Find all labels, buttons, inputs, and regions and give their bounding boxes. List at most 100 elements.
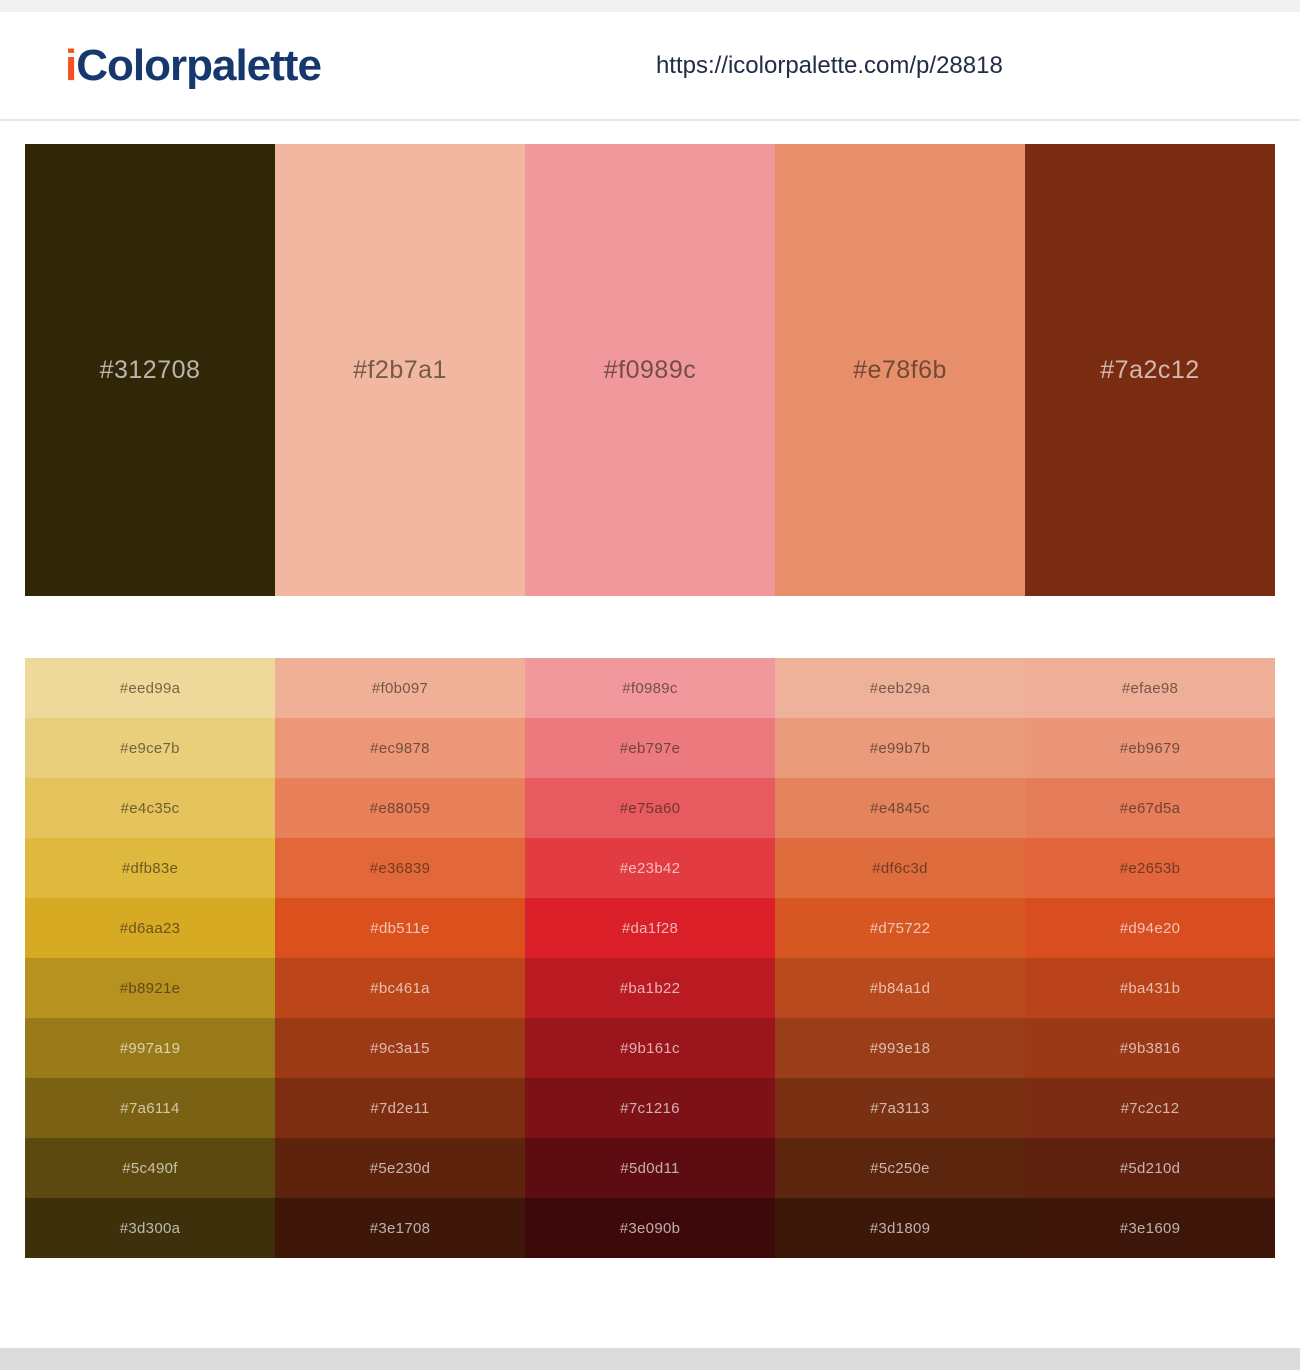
shade-row: #e9ce7b #ec9878 #eb797e #e99b7b #eb9679: [25, 718, 1275, 778]
shade-cell-label: #5c250e: [870, 1159, 930, 1177]
shade-cell[interactable]: #e2653b: [1025, 838, 1275, 898]
shade-cell[interactable]: #7d2e11: [275, 1078, 525, 1138]
main-palette: #312708 #f2b7a1 #f0989c #e78f6b #7a2c12: [25, 144, 1275, 596]
shade-cell[interactable]: #3e1708: [275, 1198, 525, 1258]
shade-cell[interactable]: #e88059: [275, 778, 525, 838]
shade-cell[interactable]: #b8921e: [25, 958, 275, 1018]
header: iColorpalette https://icolorpalette.com/…: [0, 12, 1300, 121]
shade-cell[interactable]: #df6c3d: [775, 838, 1025, 898]
shade-cell[interactable]: #5d0d11: [525, 1138, 775, 1198]
shade-cell[interactable]: #3d300a: [25, 1198, 275, 1258]
shade-cell[interactable]: #9b3816: [1025, 1018, 1275, 1078]
shade-cell-label: #f0989c: [622, 679, 678, 697]
shade-cell[interactable]: #da1f28: [525, 898, 775, 958]
palette-swatch[interactable]: #e78f6b: [775, 144, 1025, 596]
shade-cell[interactable]: #e4845c: [775, 778, 1025, 838]
shade-cell[interactable]: #d75722: [775, 898, 1025, 958]
shade-cell-label: #993e18: [869, 1039, 931, 1057]
shade-cell[interactable]: #efae98: [1025, 658, 1275, 718]
shade-cell-label: #da1f28: [621, 919, 679, 937]
shade-cell[interactable]: #eeb29a: [775, 658, 1025, 718]
shade-cell[interactable]: #e9ce7b: [25, 718, 275, 778]
footer-bar: [0, 1348, 1300, 1370]
shade-cell[interactable]: #d6aa23: [25, 898, 275, 958]
shade-cell[interactable]: #e23b42: [525, 838, 775, 898]
shade-cell[interactable]: #eed99a: [25, 658, 275, 718]
shade-cell[interactable]: #5d210d: [1025, 1138, 1275, 1198]
shade-cell-label: #3d1809: [869, 1219, 931, 1237]
shade-cell[interactable]: #ba431b: [1025, 958, 1275, 1018]
shade-cell-label: #e4845c: [870, 799, 930, 817]
shade-cell[interactable]: #ec9878: [275, 718, 525, 778]
palette-swatch[interactable]: #7a2c12: [1025, 144, 1275, 596]
shade-cell[interactable]: #e67d5a: [1025, 778, 1275, 838]
shade-cell-label: #7a6114: [120, 1099, 180, 1117]
shade-cell[interactable]: #5e230d: [275, 1138, 525, 1198]
shade-cell[interactable]: #3d1809: [775, 1198, 1025, 1258]
shade-cell[interactable]: #993e18: [775, 1018, 1025, 1078]
shade-cell[interactable]: #5c250e: [775, 1138, 1025, 1198]
shade-cell-label: #ba431b: [1119, 979, 1181, 997]
shade-cell[interactable]: #7a6114: [25, 1078, 275, 1138]
shade-cell[interactable]: #f0b097: [275, 658, 525, 718]
shade-cell[interactable]: #e99b7b: [775, 718, 1025, 778]
shade-cell[interactable]: #3e090b: [525, 1198, 775, 1258]
shade-cell[interactable]: #eb9679: [1025, 718, 1275, 778]
shade-cell-label: #e2653b: [1119, 859, 1181, 877]
shade-cell-label: #9c3a15: [370, 1039, 430, 1057]
palette-swatch-label: #f2b7a1: [353, 355, 447, 384]
shade-cell[interactable]: #9b161c: [525, 1018, 775, 1078]
main-content: #312708 #f2b7a1 #f0989c #e78f6b #7a2c12 #eed…: [25, 144, 1275, 1258]
palette-swatch[interactable]: #312708: [25, 144, 275, 596]
shade-cell[interactable]: #7c1216: [525, 1078, 775, 1138]
shade-cell-label: #d94e20: [1119, 919, 1181, 937]
top-strip: [0, 0, 1300, 12]
palette-swatch-label: #e78f6b: [853, 355, 947, 384]
palette-swatch[interactable]: #f0989c: [525, 144, 775, 596]
shade-cell-label: #f0b097: [371, 679, 429, 697]
shade-cell[interactable]: #e75a60: [525, 778, 775, 838]
shade-cell-label: #7c2c12: [1120, 1099, 1180, 1117]
shade-cell[interactable]: #eb797e: [525, 718, 775, 778]
shade-cell-label: #b8921e: [119, 979, 181, 997]
shade-cell[interactable]: #7a3113: [775, 1078, 1025, 1138]
shade-cell[interactable]: #5c490f: [25, 1138, 275, 1198]
shade-cell-label: #db511e: [370, 919, 430, 937]
shade-cell-label: #5e230d: [369, 1159, 431, 1177]
shade-cell[interactable]: #dfb83e: [25, 838, 275, 898]
shade-cell[interactable]: #ba1b22: [525, 958, 775, 1018]
shade-row: #3d300a #3e1708 #3e090b #3d1809 #3e1609: [25, 1198, 1275, 1258]
shade-cell-label: #3e090b: [619, 1219, 681, 1237]
shade-cell-label: #df6c3d: [872, 859, 928, 877]
shade-cell[interactable]: #e36839: [275, 838, 525, 898]
shade-row: #b8921e #bc461a #ba1b22 #b84a1d #ba431b: [25, 958, 1275, 1018]
shade-cell-label: #eb9679: [1119, 739, 1181, 757]
shade-cell[interactable]: #7c2c12: [1025, 1078, 1275, 1138]
shade-row: #997a19 #9c3a15 #9b161c #993e18 #9b3816: [25, 1018, 1275, 1078]
shade-cell[interactable]: #3e1609: [1025, 1198, 1275, 1258]
shade-cell-label: #e9ce7b: [120, 739, 180, 757]
shade-cell[interactable]: #f0989c: [525, 658, 775, 718]
shade-cell-label: #7a3113: [870, 1099, 930, 1117]
shade-cell-label: #d6aa23: [119, 919, 181, 937]
shade-cell-label: #efae98: [1121, 679, 1179, 697]
shade-cell-label: #bc461a: [370, 979, 430, 997]
shade-cell[interactable]: #d94e20: [1025, 898, 1275, 958]
shade-cell[interactable]: #e4c35c: [25, 778, 275, 838]
shade-cell[interactable]: #9c3a15: [275, 1018, 525, 1078]
shade-cell[interactable]: #bc461a: [275, 958, 525, 1018]
shade-cell[interactable]: #db511e: [275, 898, 525, 958]
palette-swatch[interactable]: #f2b7a1: [275, 144, 525, 596]
shade-cell-label: #ba1b22: [619, 979, 681, 997]
shade-cell-label: #5d0d11: [620, 1159, 680, 1177]
shade-cell[interactable]: #997a19: [25, 1018, 275, 1078]
site-logo[interactable]: iColorpalette: [65, 40, 322, 90]
shade-cell[interactable]: #b84a1d: [775, 958, 1025, 1018]
shade-cell-label: #3e1609: [1119, 1219, 1181, 1237]
site-logo-accent-letter: i: [65, 40, 77, 90]
shade-cell-label: #5c490f: [122, 1159, 178, 1177]
shade-cell-label: #997a19: [119, 1039, 181, 1057]
shades-grid: #eed99a #f0b097 #f0989c #eeb29a #efae98 #e9ce…: [25, 658, 1275, 1258]
shade-cell-label: #7c1216: [620, 1099, 680, 1117]
shade-row: #d6aa23 #db511e #da1f28 #d75722 #d94e20: [25, 898, 1275, 958]
